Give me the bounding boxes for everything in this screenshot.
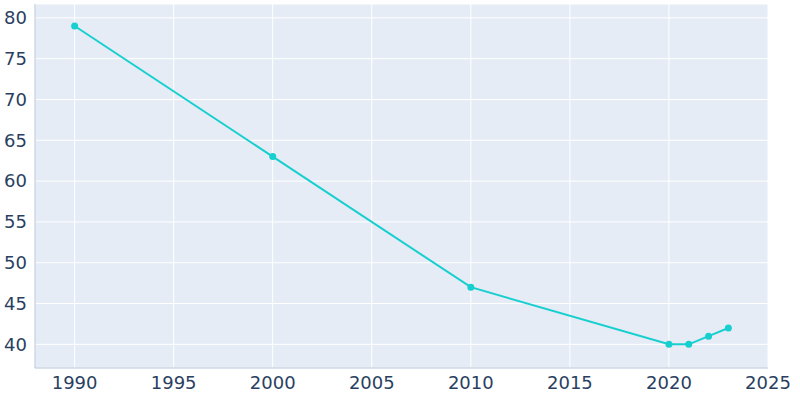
svg-text:50: 50 — [8, 252, 27, 273]
svg-text:2025: 2025 — [745, 372, 791, 393]
svg-text:1995: 1995 — [151, 372, 197, 393]
svg-text:2000: 2000 — [250, 372, 296, 393]
svg-text:2015: 2015 — [547, 372, 593, 393]
svg-text:40: 40 — [8, 334, 27, 355]
svg-text:80: 80 — [8, 7, 27, 28]
svg-text:1990: 1990 — [52, 372, 98, 393]
svg-text:2020: 2020 — [646, 372, 692, 393]
svg-text:65: 65 — [8, 130, 27, 151]
svg-text:70: 70 — [8, 89, 27, 110]
svg-text:75: 75 — [8, 48, 27, 69]
svg-text:55: 55 — [8, 211, 27, 232]
svg-text:2010: 2010 — [448, 372, 494, 393]
svg-text:45: 45 — [8, 293, 27, 314]
svg-text:2005: 2005 — [349, 372, 395, 393]
svg-text:60: 60 — [8, 170, 27, 191]
